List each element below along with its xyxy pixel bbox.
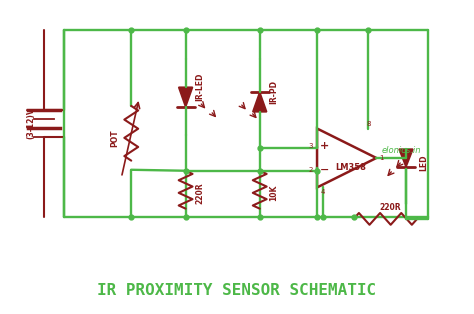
Text: LED: LED (419, 154, 428, 171)
Text: 10K: 10K (270, 185, 279, 201)
Text: IR PROXIMITY SENSOR SCHEMATIC: IR PROXIMITY SENSOR SCHEMATIC (98, 283, 376, 298)
Text: POT: POT (110, 129, 119, 147)
Text: 220R: 220R (195, 182, 204, 204)
Text: 3: 3 (309, 143, 313, 149)
Text: elonics.in: elonics.in (381, 146, 421, 154)
Text: +: + (320, 141, 329, 151)
Text: 8: 8 (366, 121, 371, 127)
Polygon shape (253, 92, 267, 112)
Text: 220R: 220R (380, 203, 401, 212)
Text: IR-PD: IR-PD (270, 80, 279, 104)
Polygon shape (179, 87, 192, 107)
Text: 1: 1 (379, 155, 384, 161)
Text: LM358: LM358 (335, 163, 366, 172)
Text: 4: 4 (321, 189, 325, 195)
Text: (3-12)V: (3-12)V (26, 108, 35, 139)
Text: 2: 2 (309, 167, 313, 173)
Text: IR-LED: IR-LED (195, 73, 204, 101)
Text: −: − (320, 165, 329, 175)
Polygon shape (399, 149, 413, 167)
